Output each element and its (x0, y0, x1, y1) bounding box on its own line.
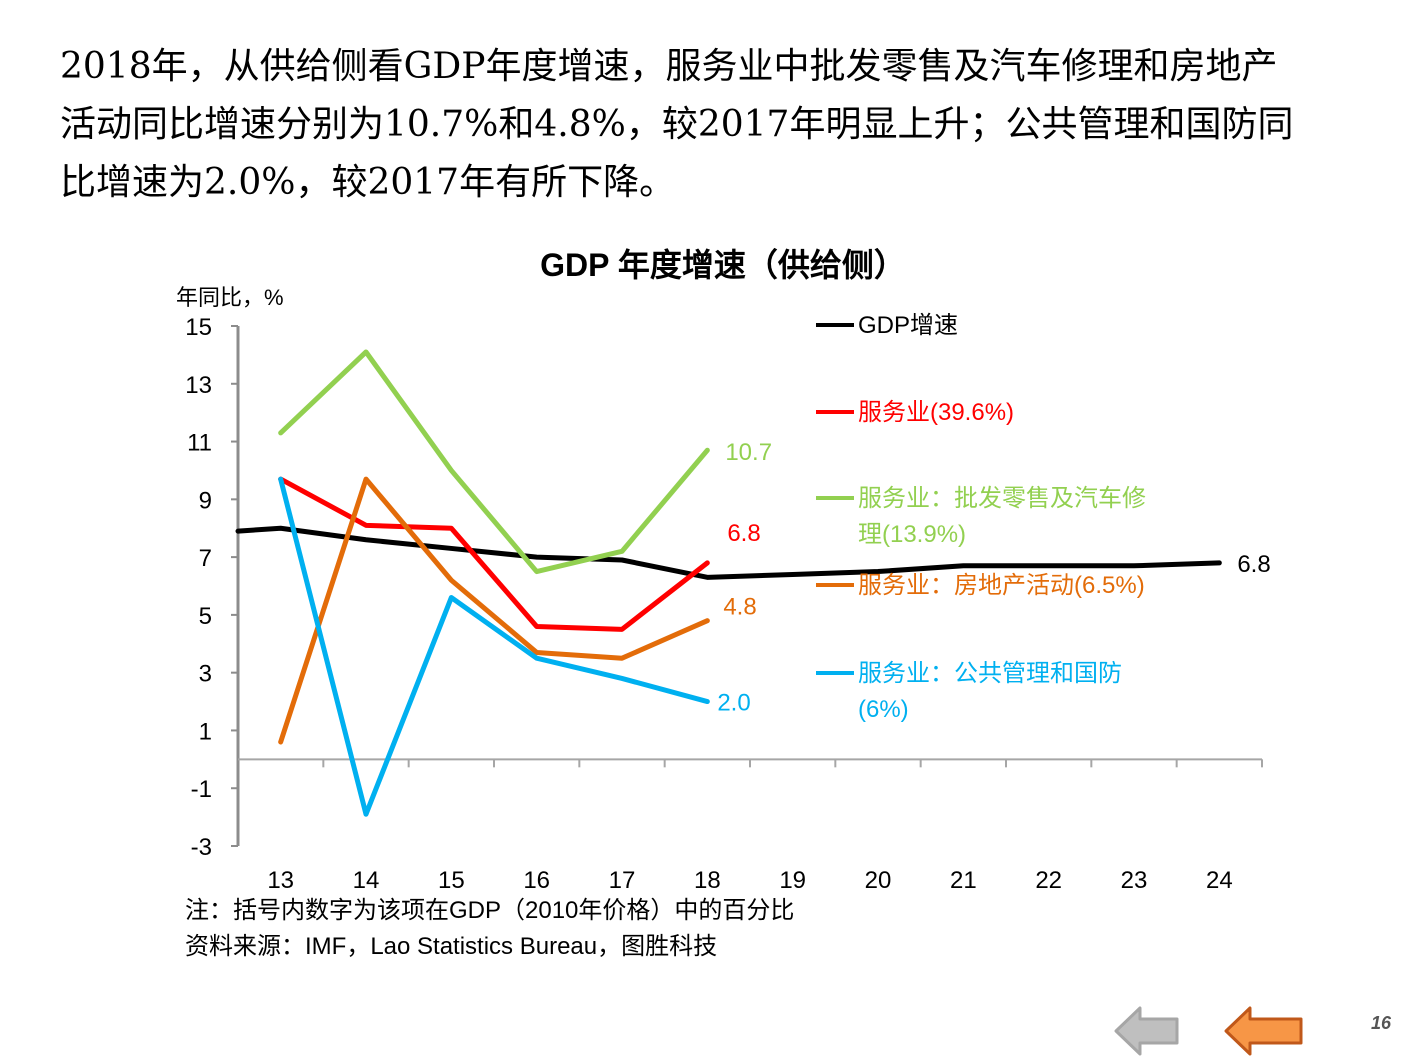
series-line-2 (278, 349, 710, 575)
left-arrow-orange-icon[interactable] (1223, 1005, 1307, 1057)
x-tick-label: 13 (267, 867, 294, 894)
series-lines (235, 349, 1222, 817)
legend-label: 理(13.9%) (858, 521, 966, 548)
series-line-4 (278, 476, 710, 817)
legend-label: 服务业：批发零售及汽车修 (858, 485, 1146, 512)
y-tick-label: 5 (199, 603, 212, 630)
end-value-label: 2.0 (717, 690, 750, 717)
x-tick-label: 21 (950, 867, 977, 894)
x-tick-label: 18 (694, 867, 721, 894)
legend-label: (6%) (858, 696, 909, 723)
end-value-label: 6.8 (727, 520, 760, 547)
y-tick-label: 9 (199, 487, 212, 514)
left-arrow-gray-icon[interactable] (1113, 1005, 1183, 1057)
x-tick-label: 20 (865, 867, 892, 894)
end-value-label: 10.7 (725, 439, 772, 466)
x-tick-label: 14 (353, 867, 380, 894)
x-tick-label: 24 (1206, 867, 1233, 894)
intro-line-3: 比增速为2.0%，较2017年有所下降。 (60, 162, 676, 203)
legend-label: GDP增速 (858, 312, 958, 339)
x-tick-label: 16 (523, 867, 550, 894)
y-tick-label: 15 (185, 314, 212, 341)
x-tick-label: 22 (1035, 867, 1062, 894)
legend-label: 服务业：房地产活动(6.5%) (858, 572, 1145, 599)
axes: 15 13 11 9 7 5 3 1 -1 -3 13 14 15 16 17 18 19 20 21 22 23 24 (185, 314, 1263, 894)
legend-label: 服务业(39.6%) (858, 399, 1014, 426)
y-tick-label: -1 (191, 776, 212, 803)
y-axis-label: 年同比，% (176, 285, 284, 310)
end-value-label: 6.8 (1237, 551, 1270, 578)
x-tick-label: 17 (609, 867, 636, 894)
x-tick-label: 15 (438, 867, 465, 894)
chart-title: GDP 年度增速（供给侧） (540, 247, 906, 283)
intro-line-2: 活动同比增速分别为10.7%和4.8%，较2017年明显上升；公共管理和国防同 (60, 104, 1294, 145)
y-tick-label: 13 (185, 372, 212, 399)
y-tick-label: 3 (199, 661, 212, 688)
end-labels: 6.8 6.8 10.7 4.8 2.0 (717, 439, 1270, 716)
note-text: 注：括号内数字为该项在GDP（2010年价格）中的百分比 (185, 897, 795, 924)
y-tick-label: -3 (191, 834, 212, 861)
end-value-label: 4.8 (723, 594, 756, 621)
y-tick-label: 11 (187, 430, 212, 457)
x-tick-label: 19 (779, 867, 806, 894)
intro-line-1: 2018年，从供给侧看GDP年度增速，服务业中批发零售及汽车修理和房地产 (60, 46, 1278, 87)
y-tick-label: 7 (199, 545, 212, 572)
source-text: 资料来源：IMF，Lao Statistics Bureau，图胜科技 (185, 933, 718, 960)
legend-label: 服务业：公共管理和国防 (858, 660, 1122, 687)
chart-notes: 注：括号内数字为该项在GDP（2010年价格）中的百分比 资料来源：IMF，La… (185, 893, 794, 965)
x-tick-label: 23 (1121, 867, 1148, 894)
series-line-3 (278, 476, 710, 745)
y-tick-label: 1 (199, 718, 212, 745)
page-number: 16 (1370, 1013, 1391, 1033)
intro-text: 2018年，从供给侧看GDP年度增速，服务业中批发零售及汽车修理和房地产 活动同… (60, 38, 1380, 212)
